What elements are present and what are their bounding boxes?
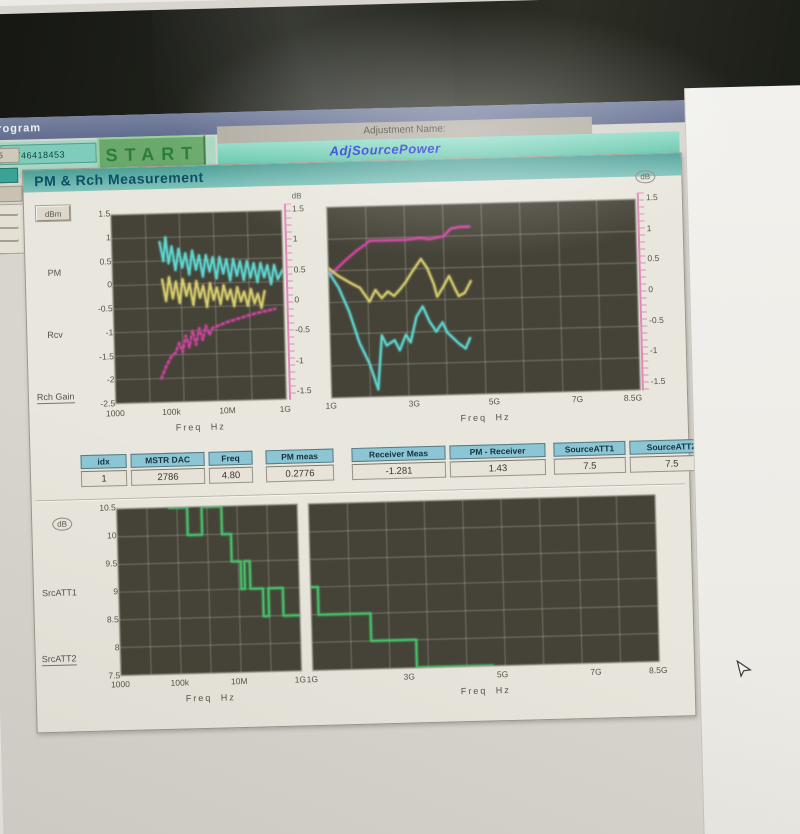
left-chart-db-unit: dB xyxy=(291,191,302,201)
pm-rcv-chart-high xyxy=(326,198,641,399)
dbm-unit-button[interactable]: dBm xyxy=(35,205,71,222)
axis-tick-label: 7G xyxy=(571,393,584,405)
table-header-cell: PM - Receiver xyxy=(449,443,546,460)
table-column-freq: Freq 4.80 xyxy=(208,450,254,484)
page-title: PM & Rch Measurement xyxy=(34,168,204,190)
table-column-sourceatt1: SourceATT1 7.5 xyxy=(553,440,627,475)
right-chart-right-axis: 1.5 1 0.5 0 -0.5 -1 -1.5 xyxy=(645,191,673,387)
table-column-pm-receiver: PM - Receiver 1.43 xyxy=(449,443,547,478)
table-value-cell: 1 xyxy=(80,469,128,488)
axis-tick-label: 1000 xyxy=(105,408,125,419)
axis-tick-label: 1 xyxy=(292,233,298,244)
axis-tick-label: 1G xyxy=(325,400,338,411)
left-edge-fragment-box xyxy=(0,185,23,203)
left-chart-x-title: Freq Hz xyxy=(175,421,226,433)
axis-tick-label: -0.5 xyxy=(648,314,664,325)
table-column-pm-meas: PM meas 0.2776 xyxy=(265,448,335,483)
axis-tick-label: -1 xyxy=(105,327,114,338)
axis-tick-label: 1G xyxy=(294,674,307,685)
axis-tick-label: 5G xyxy=(496,669,509,680)
right-chart-db-unit: dB xyxy=(635,170,656,184)
axis-tick-label: 7G xyxy=(590,666,602,677)
table-value-cell: 4.80 xyxy=(208,466,254,484)
axis-tick-label: 0 xyxy=(648,284,654,295)
axis-tick-label: 0.5 xyxy=(647,253,660,264)
axis-tick-label: 1.5 xyxy=(98,208,111,219)
axis-tick-label: 1G xyxy=(306,674,319,685)
bezel-glare xyxy=(151,2,455,115)
axis-tick-label: 0.5 xyxy=(293,263,306,275)
axis-tick-label: 0 xyxy=(294,294,300,305)
axis-tick-label: 5G xyxy=(488,396,501,407)
axis-tick-label: 3G xyxy=(408,398,421,409)
table-column-mstr-dac: MSTR DAC 2786 xyxy=(130,451,206,486)
table-value-cell: -1.281 xyxy=(351,461,447,481)
axis-tick-label: 0.5 xyxy=(99,255,112,267)
src-att1-label: SrcATT1 xyxy=(41,587,78,599)
mouse-cursor xyxy=(736,659,753,678)
axis-tick-label: 100k xyxy=(162,406,181,418)
program-title: Program xyxy=(0,122,42,136)
axis-tick-label: 1G xyxy=(279,403,292,414)
axis-tick-label: 100k xyxy=(170,677,190,688)
bottom-left-chart-x-axis: 1000 100k 10M 1G xyxy=(111,674,306,689)
axis-tick-label: -1 xyxy=(295,354,304,366)
src-att-chart-low xyxy=(115,503,303,677)
right-chart-x-title: Freq Hz xyxy=(460,411,511,424)
rcv-trace-label: Rcv xyxy=(47,329,63,341)
axis-tick-label: -1.5 xyxy=(650,375,666,387)
axis-tick-label: -1.5 xyxy=(296,385,312,396)
bottom-chart-db-unit: dB xyxy=(52,517,73,531)
table-column-receiver-meas: Receiver Meas -1.281 xyxy=(351,445,447,481)
axis-tick-label: 1.5 xyxy=(291,203,305,214)
axis-tick-label: -0.5 xyxy=(97,303,113,314)
src-att-chart-high xyxy=(307,494,661,672)
results-table: idx 1 MSTR DAC 2786 Freq 4.80 PM meas 0.2776 Rec… xyxy=(80,438,715,488)
table-value-cell: 0.2776 xyxy=(265,464,335,483)
axis-tick-label: 9.5 xyxy=(105,558,118,569)
axis-tick-label: -1.5 xyxy=(99,350,114,362)
left-chart-right-axis: 1.5 1 0.5 0 -0.5 -1 -1.5 xyxy=(291,203,317,396)
axis-tick-label: 8.5 xyxy=(106,614,119,625)
axis-tick-label: -1 xyxy=(649,345,658,356)
table-header-cell: SourceATT1 xyxy=(553,440,626,457)
table-header-cell: Freq xyxy=(208,450,253,466)
axis-tick-label: 3G xyxy=(403,671,416,682)
bottom-left-chart-x-title: Freq Hz xyxy=(185,692,236,704)
table-value-cell: 1.43 xyxy=(449,458,547,478)
pm-trace-label: PM xyxy=(47,267,62,278)
left-edge-teal-chip xyxy=(0,167,19,184)
table-header-cell: PM meas xyxy=(265,448,334,465)
axis-tick-label: 1 xyxy=(646,222,652,233)
pm-rcv-chart-low xyxy=(110,209,288,405)
axis-tick-label: 10 xyxy=(106,530,117,541)
measurement-window: PM & Rch Measurement dBm PM Rcv Rch Gain… xyxy=(21,152,715,734)
bottom-right-chart-x-title: Freq Hz xyxy=(460,684,511,697)
table-header-cell: idx xyxy=(80,453,127,470)
table-value-cell: 2786 xyxy=(130,467,206,486)
left-edge-text-panel xyxy=(0,203,26,255)
table-header-cell: Receiver Meas xyxy=(351,445,446,463)
axis-tick-label: 8.5G xyxy=(623,392,643,403)
axis-tick-label: 1000 xyxy=(110,678,131,690)
table-value-cell: 7.5 xyxy=(553,456,627,475)
axis-tick-label: 10.5 xyxy=(99,502,116,513)
left-chart-x-axis: 1000 100k 10M 1G xyxy=(106,404,291,419)
desktop: MY46418453 START Adjustment Name: AdjSou… xyxy=(0,85,800,834)
table-column-idx: idx 1 xyxy=(80,453,128,488)
axis-tick-label: 10M xyxy=(230,675,248,687)
axis-tick-label: 8.5G xyxy=(648,664,668,676)
axis-tick-label: 1.5 xyxy=(645,191,658,203)
rch-gain-trace-label: Rch Gain xyxy=(36,391,75,405)
axis-tick-label: -2.5 xyxy=(100,398,116,409)
screen-right-margin xyxy=(684,85,800,834)
table-header-cell: MSTR DAC xyxy=(130,451,205,468)
axis-tick-label: -0.5 xyxy=(295,324,311,335)
src-att2-label: SrcATT2 xyxy=(41,653,77,667)
axis-tick-label: 10M xyxy=(219,405,236,416)
left-edge-fragment-field: 455 xyxy=(0,147,20,164)
